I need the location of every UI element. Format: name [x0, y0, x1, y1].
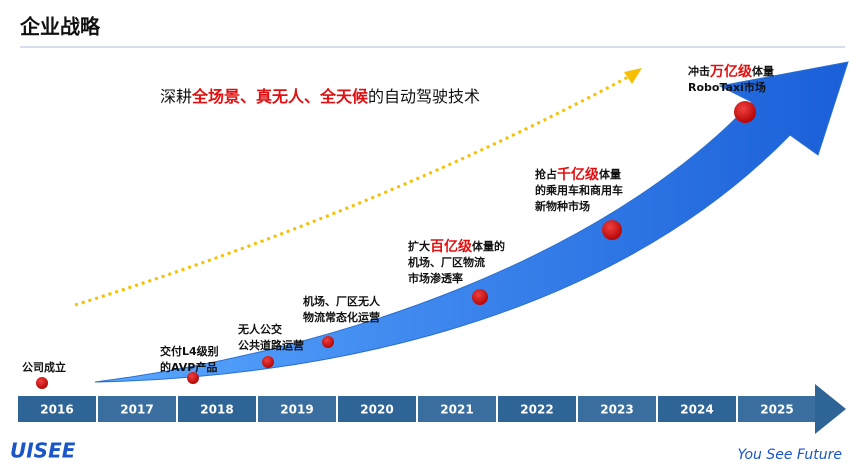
year-label: 2021 — [440, 403, 473, 417]
milestone-text-part: 机场、厂区无人 — [303, 294, 381, 308]
milestone-text: 新物种市场 — [535, 199, 590, 213]
milestone-text-part: 万亿级 — [709, 63, 753, 80]
timeline: 2016 2017 2018 2019 2020 2021 2022 2023 2024 2025 — [18, 396, 816, 422]
milestone-text-part: 体量的 — [472, 239, 505, 253]
year-label: 2019 — [280, 403, 313, 417]
milestone-text: 机场、厂区无人 — [303, 294, 381, 308]
milestone-text-part: 体量 — [752, 64, 774, 78]
milestone-text: 交付L4级别 — [160, 344, 219, 358]
milestone-text: 无人公交 — [237, 322, 282, 336]
timeline-arrowhead — [815, 384, 846, 434]
year-block — [258, 396, 336, 422]
milestone-text-part: 的AVP产品 — [160, 360, 217, 374]
year-block — [18, 396, 96, 422]
year-label: 2020 — [360, 403, 393, 417]
year-label: 2024 — [680, 403, 713, 417]
slogan: 深耕全场景、真无人、全天候的自动驾驶技术 — [160, 87, 480, 106]
slogan-part: 的自动驾驶技术 — [368, 87, 480, 106]
milestone-text-part: RoboTaxi市场 — [688, 80, 766, 94]
milestone-text-part: 新物种市场 — [535, 199, 590, 213]
milestone-text: RoboTaxi市场 — [688, 80, 766, 94]
milestone-text-part: 物流常态化运营 — [303, 310, 380, 324]
year-block — [338, 396, 416, 422]
year-block — [178, 396, 256, 422]
year-label: 2016 — [40, 403, 73, 417]
milestone-text-part: 冲击 — [688, 64, 710, 78]
milestone-text-part: 公共道路运营 — [238, 338, 304, 352]
milestone-text-part: 机场、厂区物流 — [408, 255, 485, 269]
milestone-dot — [187, 372, 199, 384]
milestone-text: 物流常态化运营 — [303, 310, 380, 324]
milestone-text: 冲击万亿级体量 — [688, 63, 774, 80]
milestone-text: 的AVP产品 — [160, 360, 217, 374]
milestone-dot — [472, 289, 488, 305]
milestone-text-part: 交付L4级别 — [160, 344, 219, 358]
trend-curve — [74, 74, 631, 307]
year-block — [738, 396, 816, 422]
growth-arrow — [94, 61, 849, 383]
milestone-text: 抢占千亿级体量 — [535, 166, 621, 183]
year-label: 2018 — [200, 403, 233, 417]
milestone-text-part: 百亿级 — [430, 238, 473, 255]
milestone-text-part: 公司成立 — [22, 360, 66, 374]
milestone-dot — [36, 377, 48, 389]
year-block — [418, 396, 496, 422]
milestone-text: 的乘用车和商用车 — [535, 183, 623, 197]
tagline: You See Future — [737, 447, 842, 463]
milestone-text-part: 体量 — [599, 167, 621, 181]
year-block — [498, 396, 576, 422]
trend-arrowhead — [624, 68, 642, 84]
logo: UISEE — [10, 439, 76, 463]
milestone-dot — [262, 356, 274, 368]
milestone-dot — [602, 220, 622, 240]
milestone-text: 扩大百亿级体量的 — [408, 238, 505, 255]
milestone-text: 市场渗透率 — [408, 271, 463, 285]
year-label: 2022 — [520, 403, 553, 417]
year-block — [578, 396, 656, 422]
title: 企业战略 — [19, 15, 101, 39]
milestone-dot — [734, 101, 756, 123]
milestone-text-part: 无人公交 — [237, 322, 282, 336]
milestone-text-part: 的乘用车和商用车 — [535, 183, 623, 197]
milestone-text-part: 扩大 — [408, 239, 430, 253]
milestone-text-part: 市场渗透率 — [408, 271, 463, 285]
year-block — [658, 396, 736, 422]
milestone-dot — [322, 336, 334, 348]
year-label: 2025 — [760, 403, 793, 417]
slogan-part: 全场景、真无人、全天候 — [191, 87, 369, 106]
slogan-part: 深耕 — [160, 87, 192, 106]
year-block — [98, 396, 176, 422]
year-label: 2023 — [600, 403, 633, 417]
year-label: 2017 — [120, 403, 153, 417]
milestone-text-part: 千亿级 — [557, 166, 600, 183]
milestone-text: 公共道路运营 — [238, 338, 304, 352]
milestone-text: 机场、厂区物流 — [408, 255, 485, 269]
milestone-text-part: 抢占 — [535, 167, 557, 181]
milestone-text: 公司成立 — [22, 360, 66, 374]
